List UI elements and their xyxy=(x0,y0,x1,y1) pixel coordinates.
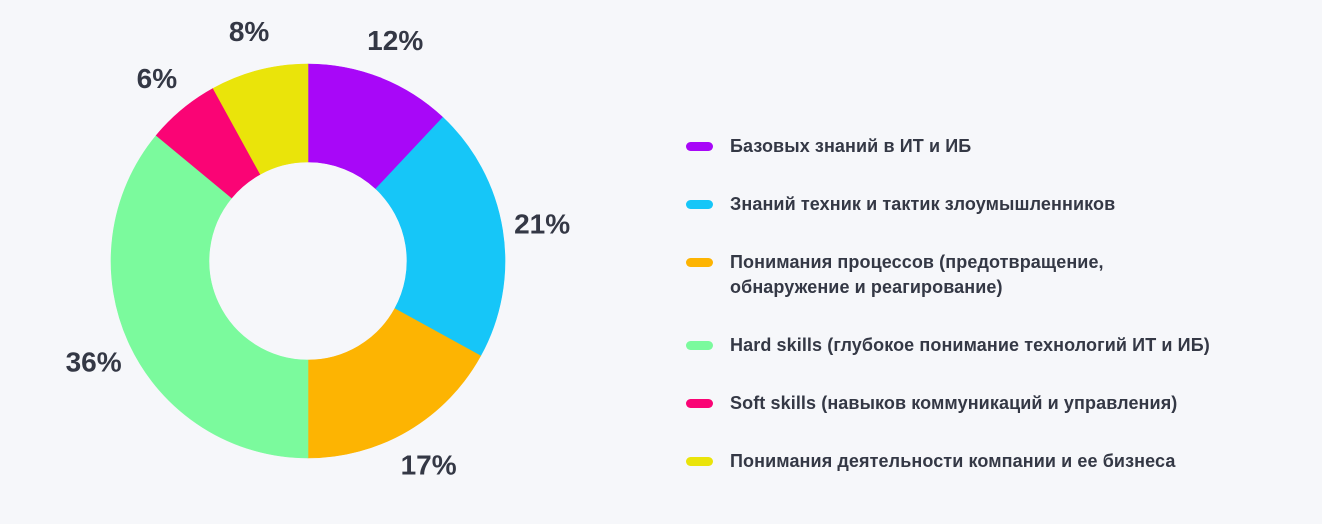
legend-item: Знаний техник и тактик злоумышленников xyxy=(686,192,1210,217)
donut-slice-2 xyxy=(307,308,482,459)
donut-slice-3 xyxy=(110,135,309,459)
legend-label: Базовых знаний в ИТ и ИБ xyxy=(730,136,972,156)
legend-label: Понимания процессов (предотвращение, обн… xyxy=(730,252,1104,297)
legend-label: Понимания деятельности компании и ее биз… xyxy=(730,451,1176,471)
slice-value-label: 8% xyxy=(229,16,270,47)
legend-item: Базовых знаний в ИТ и ИБ xyxy=(686,134,1210,159)
legend-item: Понимания деятельности компании и ее биз… xyxy=(686,449,1210,474)
legend-swatch-icon xyxy=(686,200,713,209)
legend-item: Понимания процессов (предотвращение, обн… xyxy=(686,250,1210,300)
slice-value-label: 36% xyxy=(66,346,122,377)
donut-slice-5 xyxy=(212,63,309,175)
legend-label: Знаний техник и тактик злоумышленников xyxy=(730,194,1116,214)
legend-swatch-icon xyxy=(686,457,713,466)
legend-item: Hard skills (глубокое понимание технолог… xyxy=(686,333,1210,358)
legend-swatch-icon xyxy=(686,142,713,151)
legend-label: Soft skills (навыков коммуникаций и упра… xyxy=(730,393,1178,413)
donut-chart-svg: 12% 21% 17% 36% 6% 8% xyxy=(66,16,571,481)
donut-chart: 12% 21% 17% 36% 6% 8% xyxy=(0,0,660,524)
legend-swatch-icon xyxy=(686,399,713,408)
chart-legend: Базовых знаний в ИТ и ИБ Знаний техник и… xyxy=(686,134,1210,474)
legend-swatch-icon xyxy=(686,258,713,267)
legend-swatch-icon xyxy=(686,341,713,350)
slice-value-label: 17% xyxy=(401,450,457,481)
legend-label: Hard skills (глубокое понимание технолог… xyxy=(730,335,1210,355)
legend-item: Soft skills (навыков коммуникаций и упра… xyxy=(686,391,1210,416)
donut-slice-1 xyxy=(375,116,506,357)
slice-value-label: 6% xyxy=(137,63,178,94)
slice-value-label: 21% xyxy=(514,208,570,239)
slice-value-label: 12% xyxy=(367,25,423,56)
